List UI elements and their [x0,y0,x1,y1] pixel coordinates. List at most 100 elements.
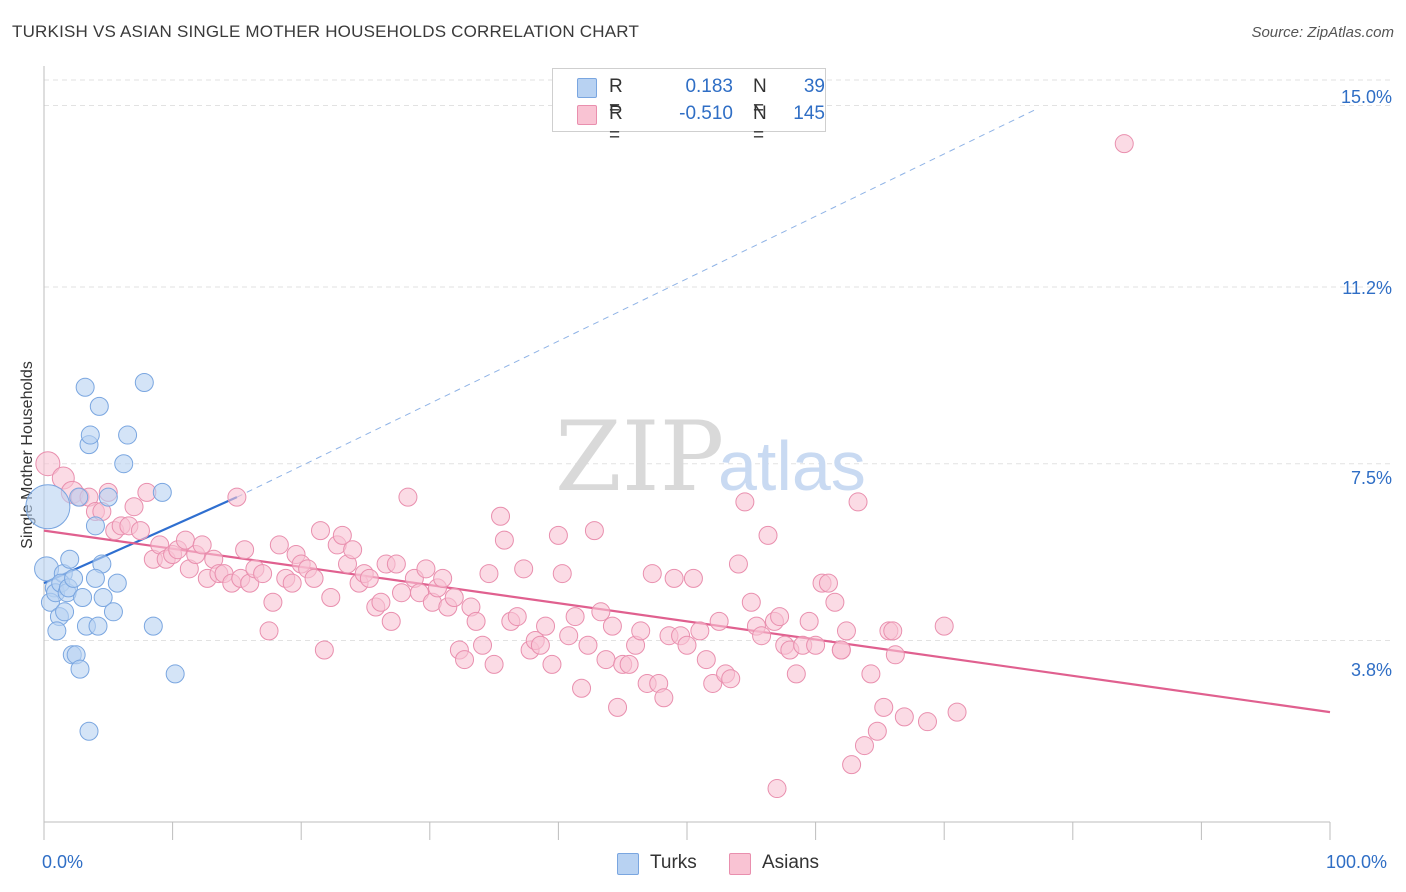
data-point-turks [25,484,71,530]
data-point-asians [578,635,598,655]
data-point-asians [654,688,674,708]
data-point-asians [130,521,150,541]
data-point-asians [596,650,616,670]
data-point-turks [70,659,90,679]
trend-line-turks [43,496,238,585]
data-point-turks [55,602,75,622]
data-point-asians [683,568,703,588]
x-tick-label-min: 0.0% [42,852,84,872]
bottom-legend-swatch-asians [729,853,751,875]
data-point-turks [85,516,105,536]
data-point-turks [93,587,113,607]
data-point-asians [444,587,464,607]
data-point-turks [80,425,100,445]
y-tick-label: 3.8% [1350,660,1392,680]
data-point-asians [703,673,723,693]
chart-title: TURKISH VS ASIAN SINGLE MOTHER HOUSEHOLD… [12,22,640,41]
data-point-turks [143,616,163,636]
y-tick-label: 11.2% [1342,278,1392,298]
bottom-legend-label: Asians [762,852,820,873]
data-points [25,134,1134,799]
data-point-turks [103,602,123,622]
data-point-turks [79,721,99,741]
data-point-asians [874,697,894,717]
trend-line-asians [43,529,1331,714]
data-point-asians [696,650,716,670]
data-point-turks [85,568,105,588]
data-point-asians [572,678,592,698]
data-point-turks [69,487,89,507]
watermark-atlas: atlas [718,427,866,505]
data-point-asians [741,592,761,612]
data-point-asians [398,487,418,507]
data-point-asians [314,640,334,660]
data-point-asians [799,611,819,631]
data-point-asians [758,525,778,545]
data-point-asians [608,697,628,717]
data-point-asians [455,650,475,670]
series-asians [35,134,1134,799]
data-point-asians [721,669,741,689]
correlation-legend: R = 0.183 N = 39 R = -0.510 N = 145 [552,68,826,146]
data-point-asians [728,554,748,574]
data-point-asians [619,654,639,674]
data-point-turks [152,482,172,502]
data-point-turks [75,377,95,397]
bottom-legend-label: Turks [650,852,697,873]
data-point-asians [473,635,493,655]
data-point-asians [836,621,856,641]
data-point-asians [894,707,914,727]
data-point-asians [542,654,562,674]
data-point-asians [410,583,430,603]
data-point-asians [806,635,826,655]
data-point-asians [359,568,379,588]
data-point-turks [107,573,127,593]
data-point-asians [861,664,881,684]
data-point-asians [491,506,511,526]
data-point-asians [848,492,868,512]
data-point-turks [89,396,109,416]
data-point-asians [263,592,283,612]
data-point-asians [842,755,862,775]
data-point-asians [35,451,61,477]
data-point-asians [770,607,790,627]
y-tick-label: 15.0% [1340,87,1392,107]
data-point-asians [536,616,556,636]
data-point-asians [332,525,352,545]
data-point-asians [917,712,937,732]
legend-swatch-asians [577,105,597,125]
data-point-asians [885,645,905,665]
data-point-asians [602,616,622,636]
data-point-asians [381,611,401,631]
data-point-asians [124,497,144,517]
axes [43,66,1331,840]
data-point-turks [47,621,67,641]
data-point-asians [642,564,662,584]
data-point-asians [631,621,651,641]
data-point-asians [690,621,710,641]
bottom-legend-swatch-turks [617,853,639,875]
data-point-asians [767,779,787,799]
data-point-asians [253,564,273,584]
data-point-turks [114,454,134,474]
legend-n-label: N = [753,76,767,119]
data-point-asians [559,626,579,646]
watermark-zip: ZIP [555,401,724,513]
data-point-asians [934,616,954,636]
data-point-turks [64,568,84,588]
data-point-asians [514,559,534,579]
data-point-asians [371,592,391,612]
data-point-asians [565,607,585,627]
data-point-asians [818,573,838,593]
data-point-asians [831,640,851,660]
data-point-turks [134,373,154,393]
data-point-asians [591,602,611,622]
data-point-asians [1114,134,1134,154]
data-point-asians [282,573,302,593]
data-point-asians [883,621,903,641]
data-point-asians [416,559,436,579]
data-point-asians [664,568,684,588]
legend-n-value: 39 [803,76,825,97]
data-point-asians [507,607,527,627]
data-point-asians [494,530,514,550]
